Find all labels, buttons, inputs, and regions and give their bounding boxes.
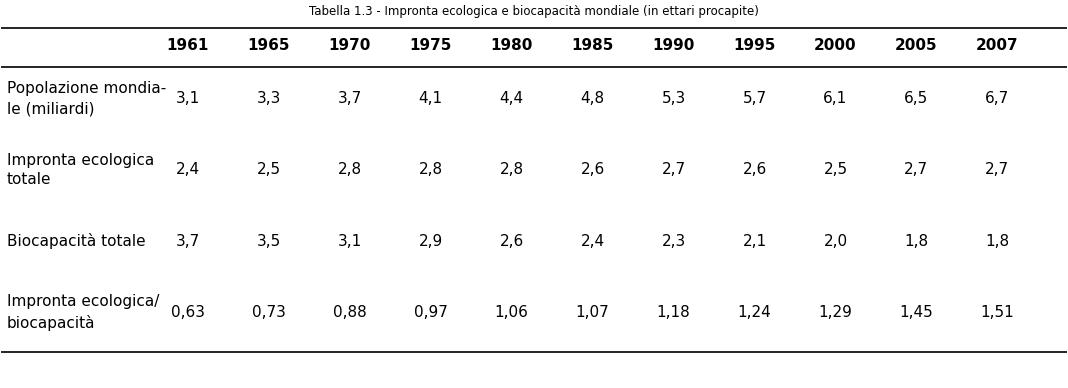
Text: 0,63: 0,63 — [171, 305, 205, 320]
Text: 6,1: 6,1 — [823, 91, 848, 106]
Text: 2,8: 2,8 — [419, 163, 443, 177]
Text: 2,6: 2,6 — [581, 163, 604, 177]
Text: 0,88: 0,88 — [333, 305, 366, 320]
Text: 2005: 2005 — [895, 38, 938, 53]
Text: 2,7: 2,7 — [905, 163, 928, 177]
Text: 1,06: 1,06 — [494, 305, 529, 320]
Text: 6,5: 6,5 — [905, 91, 928, 106]
Text: 5,7: 5,7 — [742, 91, 767, 106]
Text: 2007: 2007 — [976, 38, 1019, 53]
Text: 1,8: 1,8 — [905, 234, 928, 249]
Text: 1,24: 1,24 — [738, 305, 771, 320]
Text: Popolazione mondia-
le (miliardi): Popolazione mondia- le (miliardi) — [6, 81, 166, 116]
Text: 1995: 1995 — [734, 38, 775, 53]
Text: 5,3: 5,3 — [661, 91, 686, 106]
Text: 2,0: 2,0 — [823, 234, 848, 249]
Text: 1,07: 1,07 — [576, 305, 610, 320]
Text: 4,8: 4,8 — [581, 91, 604, 106]
Text: 2,4: 2,4 — [581, 234, 604, 249]
Text: 4,1: 4,1 — [419, 91, 443, 106]
Text: 2,9: 2,9 — [419, 234, 443, 249]
Text: 2,5: 2,5 — [823, 163, 848, 177]
Text: 1,8: 1,8 — [986, 234, 1009, 249]
Text: 1980: 1980 — [490, 38, 533, 53]
Text: 0,97: 0,97 — [413, 305, 447, 320]
Text: 1970: 1970 — [329, 38, 371, 53]
Text: 2,6: 2,6 — [500, 234, 523, 249]
Text: 1975: 1975 — [409, 38, 452, 53]
Text: 2,6: 2,6 — [742, 163, 767, 177]
Text: 2,4: 2,4 — [176, 163, 200, 177]
Text: 2,1: 2,1 — [742, 234, 767, 249]
Text: 1961: 1961 — [167, 38, 209, 53]
Text: 1965: 1965 — [248, 38, 290, 53]
Text: 1990: 1990 — [653, 38, 694, 53]
Text: 2,8: 2,8 — [500, 163, 523, 177]
Text: 2,5: 2,5 — [256, 163, 281, 177]
Text: Impronta ecologica
totale: Impronta ecologica totale — [6, 152, 154, 187]
Text: 3,3: 3,3 — [256, 91, 281, 106]
Text: 1,45: 1,45 — [899, 305, 933, 320]
Text: Impronta ecologica/
biocapacità: Impronta ecologica/ biocapacità — [6, 294, 159, 331]
Text: 3,1: 3,1 — [175, 91, 200, 106]
Text: 1985: 1985 — [571, 38, 614, 53]
Text: Tabella 1.3 - Impronta ecologica e biocapacità mondiale (in ettari procapite): Tabella 1.3 - Impronta ecologica e bioca… — [309, 5, 759, 18]
Text: 2,7: 2,7 — [986, 163, 1009, 177]
Text: 2000: 2000 — [814, 38, 857, 53]
Text: 6,7: 6,7 — [986, 91, 1009, 106]
Text: 1,29: 1,29 — [818, 305, 852, 320]
Text: 4,4: 4,4 — [500, 91, 523, 106]
Text: 2,7: 2,7 — [661, 163, 686, 177]
Text: 3,1: 3,1 — [337, 234, 362, 249]
Text: 0,73: 0,73 — [252, 305, 286, 320]
Text: 2,3: 2,3 — [661, 234, 686, 249]
Text: 1,51: 1,51 — [980, 305, 1015, 320]
Text: Biocapacità totale: Biocapacità totale — [6, 233, 145, 249]
Text: 3,5: 3,5 — [256, 234, 281, 249]
Text: 3,7: 3,7 — [337, 91, 362, 106]
Text: 1,18: 1,18 — [657, 305, 690, 320]
Text: 2,8: 2,8 — [337, 163, 362, 177]
Text: 3,7: 3,7 — [175, 234, 200, 249]
